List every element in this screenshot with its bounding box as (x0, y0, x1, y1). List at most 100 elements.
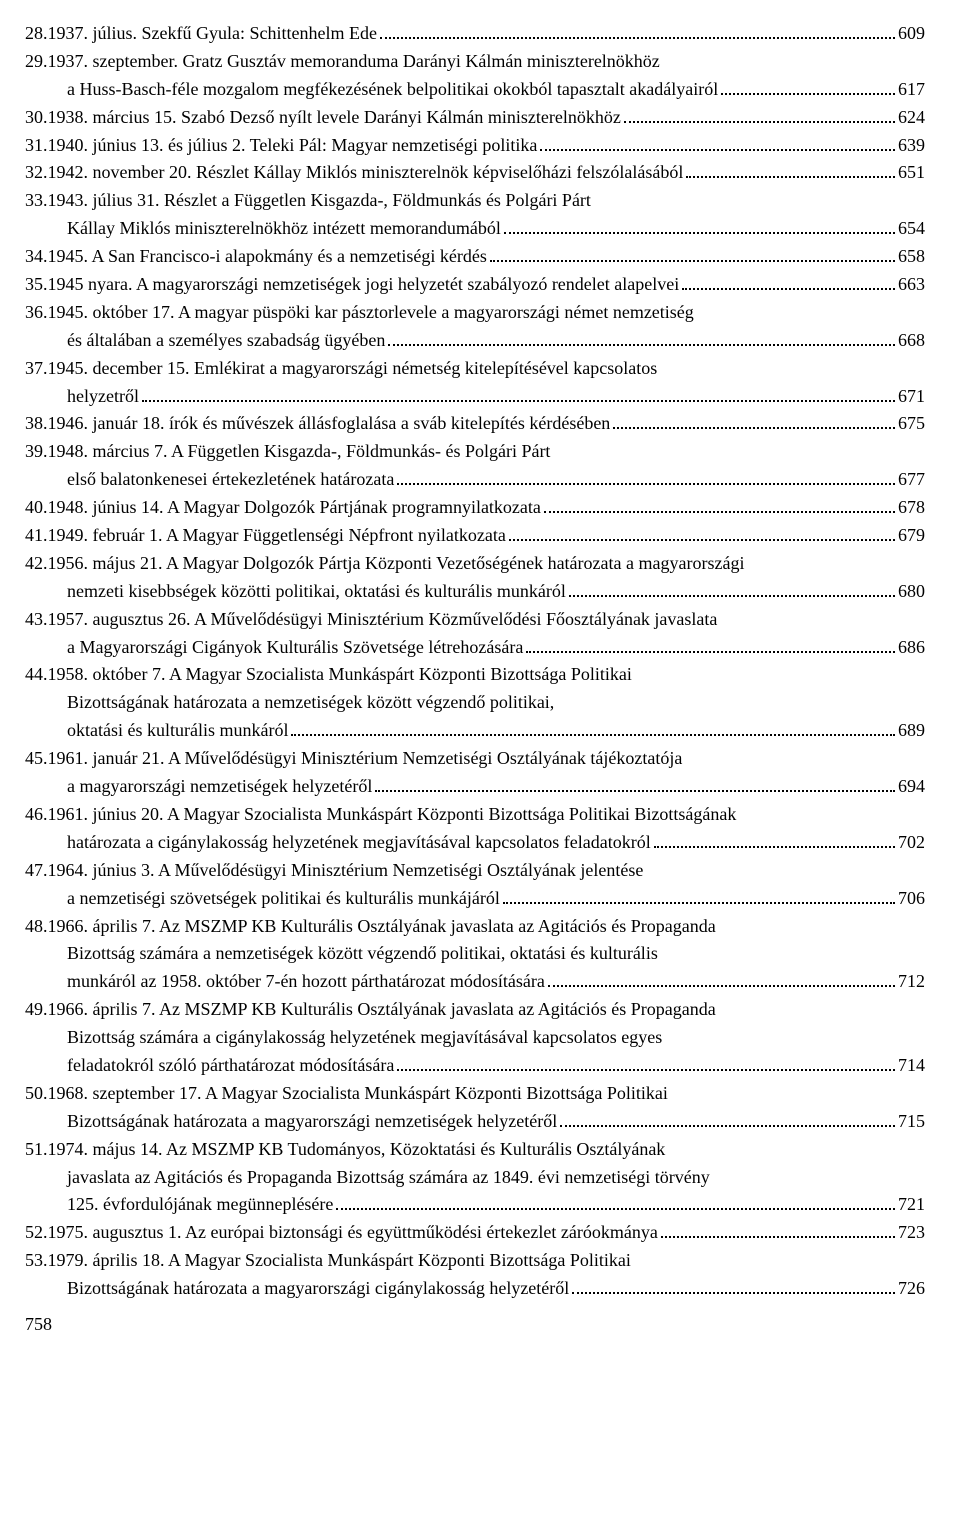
entry-page: 712 (898, 968, 925, 996)
entry-title: javaslata az Agitációs és Propaganda Biz… (67, 1164, 710, 1192)
entry-page: 663 (898, 271, 925, 299)
entry-page: 624 (898, 104, 925, 132)
leader-dots (509, 539, 895, 541)
entry-number: 33. (25, 187, 48, 215)
toc-entry: 38.1946. január 18. írók és művészek áll… (25, 410, 925, 438)
entry-number: 43. (25, 606, 48, 634)
toc-entry: 49.1966. április 7. Az MSZMP KB Kulturál… (25, 996, 925, 1024)
entry-number: 32. (25, 159, 48, 187)
toc-entry: 31.1940. június 13. és július 2. Teleki … (25, 132, 925, 160)
entry-title: munkáról az 1958. október 7-én hozott pá… (67, 968, 545, 996)
leader-dots (661, 1236, 895, 1238)
toc-entry-continuation: és általában a személyes szabadság ügyéb… (25, 327, 925, 355)
entry-number: 30. (25, 104, 48, 132)
entry-number: 38. (25, 410, 48, 438)
entry-number: 34. (25, 243, 48, 271)
toc-entry: 29.1937. szeptember. Gratz Gusztáv memor… (25, 48, 925, 76)
entry-number: 53. (25, 1247, 48, 1275)
entry-page: 721 (898, 1191, 925, 1219)
leader-dots (548, 985, 895, 987)
leader-dots (142, 400, 895, 402)
entry-number: 31. (25, 132, 48, 160)
entry-title: oktatási és kulturális munkáról (67, 717, 288, 745)
toc-entry: 37.1945. december 15. Emlékirat a magyar… (25, 355, 925, 383)
entry-title: 1946. január 18. írók és művészek állásf… (48, 410, 611, 438)
toc-entry: 41.1949. február 1. A Magyar Függetlensé… (25, 522, 925, 550)
entry-page: 658 (898, 243, 925, 271)
entry-title: helyzetről (67, 383, 139, 411)
entry-page: 714 (898, 1052, 925, 1080)
entry-title: 1961. június 20. A Magyar Szocialista Mu… (48, 801, 737, 829)
entry-number: 52. (25, 1219, 48, 1247)
toc-entry-continuation: helyzetről 671 (25, 383, 925, 411)
entry-title: 1961. január 21. A Művelődésügyi Miniszt… (48, 745, 683, 773)
toc-entry-continuation: nemzeti kisebbségek közötti politikai, o… (25, 578, 925, 606)
entry-title: 1957. augusztus 26. A Művelődésügyi Mini… (48, 606, 718, 634)
entry-number: 37. (25, 355, 48, 383)
leader-dots (613, 427, 895, 429)
toc-entry: 40. 1948. június 14. A Magyar Dolgozók P… (25, 494, 925, 522)
entry-title: 1979. április 18. A Magyar Szocialista M… (48, 1247, 631, 1275)
entry-page: 671 (898, 383, 925, 411)
toc-entry-continuation: Bizottságának határozata a nemzetiségek … (25, 689, 925, 717)
toc-entry-continuation: munkáról az 1958. október 7-én hozott pá… (25, 968, 925, 996)
entry-title: 1958. október 7. A Magyar Szocialista Mu… (48, 661, 632, 689)
table-of-contents: 28.1937. július. Szekfű Gyula: Schittenh… (25, 20, 925, 1303)
toc-entry-continuation: a nemzetiségi szövetségek politikai és k… (25, 885, 925, 913)
page-number-footer: 758 (25, 1311, 925, 1339)
toc-entry: 35. 1945 nyara. A magyarországi nemzetis… (25, 271, 925, 299)
entry-page: 686 (898, 634, 925, 662)
entry-title: első balatonkenesei értekezletének határ… (67, 466, 394, 494)
leader-dots (336, 1208, 895, 1210)
toc-entry-continuation: 125. évfordulójának megünneplésére721 (25, 1191, 925, 1219)
entry-number: 42. (25, 550, 48, 578)
entry-number: 35. (25, 271, 48, 299)
entry-number: 40. (25, 494, 48, 522)
toc-entry-continuation: Bizottság számára a nemzetiségek között … (25, 940, 925, 968)
toc-entry: 46.1961. június 20. A Magyar Szocialista… (25, 801, 925, 829)
entry-title: a Huss-Basch-féle mozgalom megfékezéséne… (67, 76, 718, 104)
entry-title: 1937. szeptember. Gratz Gusztáv memorand… (48, 48, 660, 76)
entry-title: 1937. július. Szekfű Gyula: Schittenhelm… (48, 20, 377, 48)
leader-dots (380, 37, 895, 39)
toc-entry: 32.1942. november 20. Részlet Kállay Mik… (25, 159, 925, 187)
leader-dots (682, 288, 895, 290)
leader-dots (526, 651, 895, 653)
entry-page: 689 (898, 717, 925, 745)
toc-entry-continuation: a Huss-Basch-féle mozgalom megfékezéséne… (25, 76, 925, 104)
entry-page: 654 (898, 215, 925, 243)
entry-number: 41. (25, 522, 48, 550)
entry-page: 675 (898, 410, 925, 438)
toc-entry: 47.1964. június 3. A Művelődésügyi Minis… (25, 857, 925, 885)
entry-number: 45. (25, 745, 48, 773)
toc-entry: 45.1961. január 21. A Művelődésügyi Mini… (25, 745, 925, 773)
entry-title: Bizottság számára a cigánylakosság helyz… (67, 1024, 662, 1052)
entry-page: 668 (898, 327, 925, 355)
entry-title: 1956. május 21. A Magyar Dolgozók Pártja… (48, 550, 745, 578)
leader-dots (375, 790, 895, 792)
entry-title: 1974. május 14. Az MSZMP KB Tudományos, … (48, 1136, 666, 1164)
entry-title: 1945. december 15. Emlékirat a magyarors… (48, 355, 658, 383)
leader-dots (490, 260, 895, 262)
entry-title: 1938. március 15. Szabó Dezső nyílt leve… (48, 104, 621, 132)
entry-page: 651 (898, 159, 925, 187)
toc-entry: 48.1966. április 7. Az MSZMP KB Kulturál… (25, 913, 925, 941)
entry-page: 702 (898, 829, 925, 857)
entry-number: 49. (25, 996, 48, 1024)
toc-entry: 34.1945. A San Francisco-i alapokmány és… (25, 243, 925, 271)
entry-number: 51. (25, 1136, 48, 1164)
entry-page: 677 (898, 466, 925, 494)
entry-page: 723 (898, 1219, 925, 1247)
leader-dots (572, 1292, 895, 1294)
entry-title: 1966. április 7. Az MSZMP KB Kulturális … (48, 996, 716, 1024)
entry-page: 617 (898, 76, 925, 104)
leader-dots (504, 232, 895, 234)
toc-entry-continuation: határozata a cigánylakosság helyzetének … (25, 829, 925, 857)
entry-title: feladatokról szóló párthatározat módosít… (67, 1052, 394, 1080)
leader-dots (503, 902, 895, 904)
entry-title: Bizottságának határozata a magyarországi… (67, 1275, 569, 1303)
toc-entry: 33.1943. július 31. Részlet a Független … (25, 187, 925, 215)
entry-title: a Magyarországi Cigányok Kulturális Szöv… (67, 634, 523, 662)
toc-entry-continuation: Bizottságának határozata a magyarországi… (25, 1108, 925, 1136)
entry-title: 1940. június 13. és július 2. Teleki Pál… (48, 132, 538, 160)
